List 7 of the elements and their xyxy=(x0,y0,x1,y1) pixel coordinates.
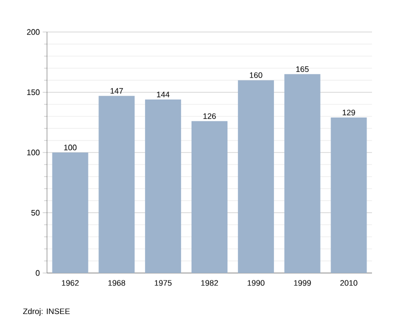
bar xyxy=(330,118,367,273)
bar xyxy=(98,96,135,273)
bar xyxy=(145,99,182,273)
bar xyxy=(238,80,274,273)
bar xyxy=(192,121,228,273)
bar xyxy=(284,74,320,273)
bar xyxy=(52,152,88,273)
